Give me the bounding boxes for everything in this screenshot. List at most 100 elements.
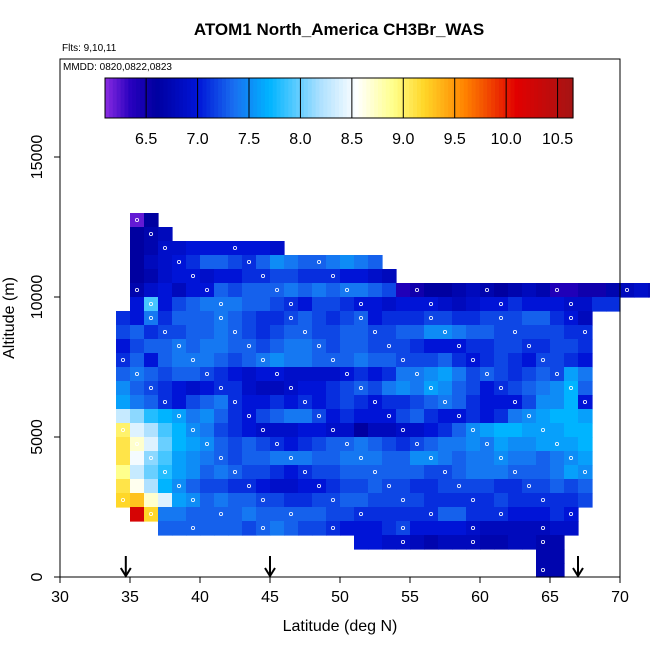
sample-point: [498, 385, 503, 390]
heatmap-cell: [116, 353, 131, 368]
heatmap-cell: [424, 409, 439, 424]
sample-point: [190, 427, 195, 432]
heatmap-cell: [354, 479, 369, 494]
heatmap-cell: [130, 353, 145, 368]
heatmap-cell: [494, 479, 509, 494]
heatmap-cell: [494, 297, 509, 312]
colorbar-segment: [147, 78, 153, 118]
heatmap-cell: [158, 493, 173, 508]
colorbar-segment: [151, 78, 157, 118]
sample-point: [541, 427, 546, 432]
heatmap-cell: [480, 395, 495, 410]
chart-title: ATOM1 North_America CH3Br_WAS: [194, 20, 484, 39]
heatmap-cell: [130, 409, 145, 424]
x-axis-label: Latitude (deg N): [283, 618, 398, 635]
heatmap-cell: [536, 437, 551, 452]
sample-point: [569, 512, 574, 517]
heatmap-cell: [326, 255, 341, 270]
heatmap-cell: [130, 311, 145, 326]
heatmap-cell: [228, 465, 243, 480]
heatmap-cell: [256, 521, 271, 536]
heatmap-cell: [186, 339, 201, 354]
colorbar-tick-label: 9.5: [444, 131, 466, 148]
heatmap-cell: [284, 507, 299, 522]
heatmap-cell: [396, 409, 411, 424]
heatmap-cell: [466, 325, 481, 340]
heatmap-cell: [452, 437, 467, 452]
heatmap-cell: [508, 311, 523, 326]
heatmap-cell: [480, 479, 495, 494]
heatmap-cell: [368, 311, 383, 326]
heatmap-cell: [340, 269, 355, 284]
heatmap-cell: [186, 283, 201, 298]
heatmap-cell: [452, 521, 467, 536]
heatmap-cell: [312, 367, 327, 382]
sample-point: [330, 526, 335, 531]
heatmap-cell: [564, 395, 579, 410]
heatmap-cell: [438, 451, 453, 466]
heatmap-cell: [228, 241, 243, 256]
heatmap-cell: [354, 521, 369, 536]
heatmap-cell: [452, 465, 467, 480]
heatmap-cell: [354, 423, 369, 438]
heatmap-cell: [242, 241, 257, 256]
colorbar-segment: [491, 78, 496, 118]
heatmap-cell: [494, 409, 509, 424]
colorbar-segment: [397, 78, 402, 118]
heatmap-cell: [228, 311, 243, 326]
colorbar-segment: [456, 78, 461, 118]
heatmap-cell: [312, 437, 327, 452]
heatmap-cell: [494, 381, 509, 396]
heatmap-cell: [172, 521, 187, 536]
heatmap-cell: [284, 311, 299, 326]
heatmap-cell: [172, 339, 187, 354]
colorbar-segment: [506, 78, 512, 118]
heatmap-cell: [326, 479, 341, 494]
heatmap-cell: [354, 507, 369, 522]
heatmap-cell: [172, 353, 187, 368]
heatmap-cell: [382, 535, 397, 550]
heatmap-cell: [354, 381, 369, 396]
heatmap-cell: [144, 339, 159, 354]
heatmap-cell: [116, 311, 131, 326]
heatmap-cell: [410, 367, 425, 382]
heatmap-cell: [508, 423, 523, 438]
heatmap-cell: [186, 367, 201, 382]
sample-point: [218, 315, 223, 320]
heatmap-cell: [410, 451, 425, 466]
heatmap-cell: [214, 325, 229, 340]
heatmap-cell: [214, 283, 229, 298]
heatmap-cell: [564, 451, 579, 466]
x-tick-label: 70: [611, 589, 629, 606]
heatmap-cell: [550, 423, 565, 438]
heatmap-cell: [298, 521, 313, 536]
heatmap-cell: [130, 269, 145, 284]
heatmap-cell: [270, 283, 285, 298]
colorbar-segment: [448, 78, 453, 118]
x-tick-label: 40: [191, 589, 209, 606]
heatmap-cell: [144, 227, 159, 242]
heatmap-cell: [508, 325, 523, 340]
heatmap-cell: [480, 465, 495, 480]
heatmap-cell: [144, 213, 159, 228]
sample-point: [288, 512, 293, 517]
heatmap-cell: [368, 325, 383, 340]
heatmap-cell: [382, 395, 397, 410]
heatmap-cell: [494, 353, 509, 368]
heatmap-cell: [452, 353, 467, 368]
heatmap-cell: [144, 395, 159, 410]
sample-point: [260, 497, 265, 502]
sample-point: [162, 469, 167, 474]
colorbar-segment: [163, 78, 168, 118]
sample-point: [400, 526, 405, 531]
colorbar-segment: [530, 78, 535, 118]
sample-point: [358, 385, 363, 390]
colorbar-segment: [202, 78, 207, 118]
heatmap-cell: [284, 521, 299, 536]
heatmap-cell: [256, 339, 271, 354]
heatmap-cell: [116, 409, 131, 424]
colorbar-segment: [108, 78, 114, 118]
heatmap-cell: [130, 367, 145, 382]
colorbar-segment: [339, 78, 344, 118]
sample-point: [428, 301, 433, 306]
